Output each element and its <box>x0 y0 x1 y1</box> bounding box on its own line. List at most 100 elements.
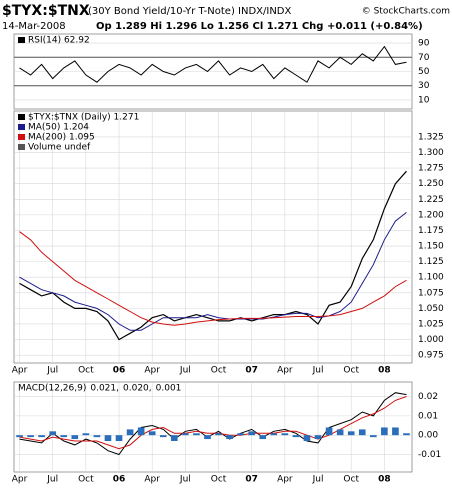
y-tick-label: 1.000 <box>418 335 444 345</box>
x-tick-label: Oct <box>343 366 359 376</box>
legend-entry: $TYX:$TNX (Daily) 1.271 <box>28 113 139 123</box>
series-line <box>19 170 407 341</box>
y-tick-label: 1.250 <box>418 179 444 189</box>
legend-entry: MACD(12,26,9) <box>18 384 86 394</box>
histogram-bar <box>159 435 167 438</box>
legend-swatch <box>18 124 25 130</box>
histogram-bar <box>270 433 278 436</box>
y-tick-label: 1.300 <box>418 148 444 158</box>
histogram-bar <box>204 435 211 440</box>
histogram-bar <box>403 433 410 436</box>
y-tick-label: 1.050 <box>418 304 444 314</box>
symbol: $TYX:$TNX <box>2 3 90 19</box>
y-tick-label: 0.01 <box>418 411 438 421</box>
histogram-bar <box>358 429 366 436</box>
histogram-bar <box>93 435 101 438</box>
series-line <box>19 396 407 450</box>
histogram-bar <box>115 435 123 441</box>
x-tick-label: Jul <box>46 475 58 485</box>
x-tick-label: Oct <box>78 366 94 376</box>
x-tick-label: Jul <box>46 366 58 376</box>
series-line <box>19 45 407 83</box>
histogram-bar <box>27 435 34 438</box>
histogram-bar <box>104 435 112 441</box>
x-tick-label: 06 <box>113 475 126 485</box>
x-tick-label: Apr <box>277 475 293 485</box>
histogram-bar <box>71 435 79 440</box>
legend-entry: RSI(14) 62.92 <box>28 36 90 46</box>
histogram-bar <box>226 435 233 440</box>
x-tick-label: 07 <box>245 366 258 376</box>
histogram-bar <box>369 435 377 438</box>
y-tick-label: 0.00 <box>418 431 438 441</box>
y-tick-label: 30 <box>418 81 430 91</box>
y-tick-label: 1.275 <box>418 164 444 174</box>
histogram-bar <box>392 427 399 436</box>
y-tick-label: 0.975 <box>418 351 444 361</box>
x-tick-label: Oct <box>211 475 227 485</box>
quote: Op 1.289 Hi 1.296 Lo 1.256 Cl 1.271 Chg … <box>96 21 423 32</box>
histogram-bar <box>281 433 289 436</box>
x-tick-label: 06 <box>113 366 126 376</box>
panel-frame <box>13 381 413 473</box>
x-tick-label: Oct <box>343 475 359 485</box>
histogram-bar <box>237 433 244 436</box>
y-tick-label: -0.01 <box>418 450 441 460</box>
legend-swatch <box>18 37 25 43</box>
y-tick-label: 10 <box>418 95 430 105</box>
y-tick-label: 1.025 <box>418 319 444 329</box>
y-tick-label: 50 <box>418 67 430 77</box>
histogram-bar <box>259 435 267 440</box>
panel-frame <box>13 110 413 364</box>
x-tick-label: Jul <box>179 366 191 376</box>
histogram-bar <box>292 435 300 438</box>
y-tick-label: 1.150 <box>418 242 444 252</box>
y-tick-label: 1.200 <box>418 210 444 220</box>
histogram-bar <box>49 431 57 436</box>
histogram-bar <box>16 435 23 438</box>
histogram-bar <box>303 435 311 441</box>
histogram-bar <box>325 427 333 436</box>
legend-swatch <box>18 114 25 120</box>
x-tick-label: Jul <box>312 366 324 376</box>
histogram-bar <box>336 429 344 436</box>
histogram-bar <box>60 435 68 438</box>
histogram-bar <box>38 435 45 438</box>
x-tick-label: Oct <box>211 366 227 376</box>
y-tick-label: 1.325 <box>418 132 444 142</box>
x-tick-label: Apr <box>12 475 28 485</box>
y-tick-label: 1.075 <box>418 288 444 298</box>
y-tick-label: 1.225 <box>418 195 444 205</box>
histogram-bar <box>347 431 355 436</box>
x-tick-label: 07 <box>245 475 258 485</box>
series-line <box>19 212 407 331</box>
histogram-bar <box>182 433 189 436</box>
x-tick-label: 08 <box>378 475 391 485</box>
x-tick-label: Apr <box>144 366 160 376</box>
x-tick-label: 08 <box>378 366 391 376</box>
legend-entry: MA(200) 1.095 <box>28 133 95 143</box>
legend-entry: 0.001 <box>156 384 182 394</box>
legend-entry: 0.020, <box>123 384 152 394</box>
legend-swatch <box>18 134 25 140</box>
legend-entry: MA(50) 1.204 <box>28 123 89 133</box>
y-tick-label: 70 <box>418 53 430 63</box>
legend-swatch <box>18 144 25 150</box>
histogram-bar <box>248 431 256 436</box>
description: (30Y Bond Yield/10-Yr T-Note) INDX/INDX <box>88 6 292 17</box>
histogram-bar <box>215 433 222 436</box>
y-tick-label: 0.02 <box>418 392 438 402</box>
y-tick-label: 90 <box>418 39 430 49</box>
histogram-bar <box>126 429 134 436</box>
y-tick-label: 1.175 <box>418 226 444 236</box>
x-tick-label: Jul <box>179 475 191 485</box>
x-tick-label: Apr <box>277 366 293 376</box>
x-tick-label: Apr <box>12 366 28 376</box>
date: 14-Mar-2008 <box>2 21 66 32</box>
histogram-bar <box>148 431 156 436</box>
legend-entry: Volume undef <box>28 143 91 153</box>
histogram-bar <box>137 427 145 436</box>
x-tick-label: Oct <box>78 475 94 485</box>
credit: © StockCharts.com <box>362 7 450 17</box>
